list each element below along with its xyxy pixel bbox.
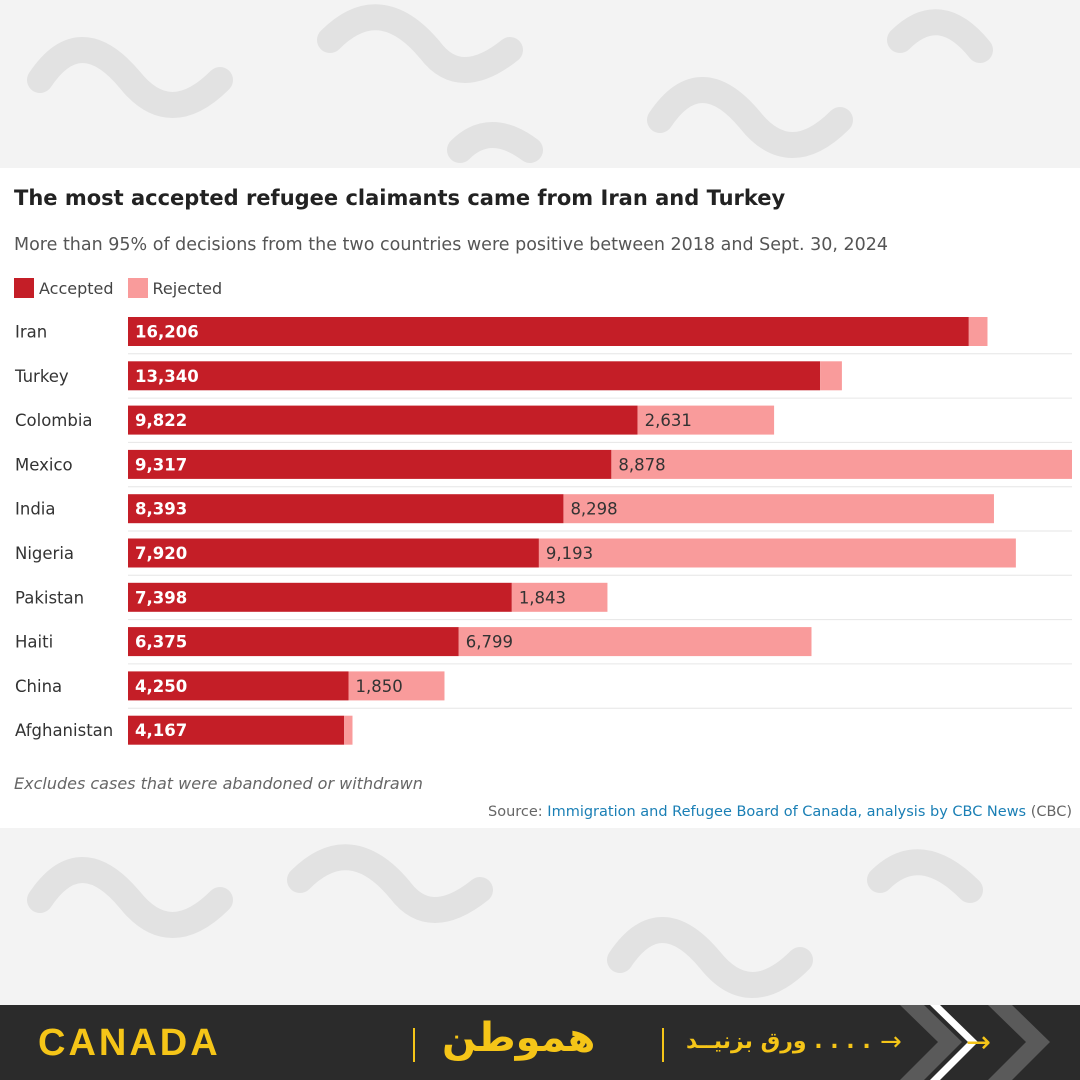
source-prefix: Source: [488,804,548,820]
chart-legend: Accepted Rejected [14,278,236,298]
bar-rejected [511,582,608,612]
chart-subtitle: More than 95% of decisions from the two … [14,235,889,255]
footer-brand-logo: هموطن [442,1015,596,1061]
bar-rejected [348,671,445,701]
chart-source: Source: Immigration and Refugee Board of… [488,804,1072,820]
source-suffix: (CBC) [1026,804,1072,820]
footer-divider-left [413,1028,415,1062]
category-label: China [15,677,62,696]
data-label-accepted: 7,398 [135,588,187,607]
chevron-right-icon[interactable] [890,1005,1070,1080]
data-label-accepted: 16,206 [135,323,199,342]
legend-item-accepted: Accepted [14,278,114,298]
bar-rejected [538,538,1016,568]
bar-accepted [128,715,345,745]
data-label-accepted: 9,822 [135,411,187,430]
bar-rejected [458,627,812,657]
category-label: Turkey [14,367,69,386]
bar-accepted [128,494,564,524]
footer-swipe-text[interactable]: ورق بزنیــد . . . . [686,1029,871,1054]
category-label: India [15,500,56,519]
arrow-right-icon[interactable]: → [880,1027,902,1057]
bar-accepted [128,361,821,391]
bar-accepted [128,582,512,612]
data-label-rejected: 1,843 [519,588,566,607]
data-label-rejected: 8,878 [618,455,665,474]
legend-swatch-rejected [127,278,148,298]
data-label-rejected: 8,298 [570,500,617,519]
legend-item-rejected: Rejected [127,278,223,298]
source-link[interactable]: Immigration and Refugee Board of Canada,… [547,804,1027,820]
data-label-rejected: 9,193 [546,544,593,563]
bar-accepted [128,449,612,479]
category-label: Nigeria [15,544,74,563]
bar-rejected [968,317,988,346]
data-label-rejected: 6,799 [466,633,513,652]
data-label-accepted: 13,340 [135,367,199,386]
chart-note: Excludes cases that were abandoned or wi… [14,774,423,793]
arrow-right-large-icon[interactable]: → [966,1025,992,1060]
bar-accepted [128,405,638,435]
data-label-rejected: 2,631 [645,411,692,430]
bar-accepted [128,538,539,568]
bar-rejected [637,405,775,435]
footer-country: CANADA [38,1022,221,1064]
legend-label-rejected: Rejected [152,278,223,298]
data-label-accepted: 9,317 [135,455,187,474]
bar-rejected [344,715,353,745]
category-label: Colombia [15,411,93,430]
bar-rejected [820,361,842,391]
chart-title: The most accepted refugee claimants came… [14,186,786,210]
chart-card: The most accepted refugee claimants came… [0,168,1080,828]
bar-chart: Iran 16,206 Turkey 13,340 Colombia 9,822 2,631… [14,317,1072,745]
bar-rejected [563,494,994,524]
data-label-accepted: 6,375 [135,633,187,652]
category-label: Iran [15,323,47,342]
footer-bar: CANADA هموطن ورق بزنیــد . . . . → → [0,1005,1080,1080]
data-label-accepted: 7,920 [135,544,187,563]
category-label: Pakistan [15,588,84,607]
legend-label-accepted: Accepted [39,278,114,298]
data-label-accepted: 8,393 [135,500,187,519]
bar-accepted [128,627,459,657]
category-label: Mexico [15,455,73,474]
data-label-rejected: 1,850 [356,677,403,696]
bar-rejected [611,449,1072,479]
data-label-accepted: 4,167 [135,721,187,740]
bar-accepted [128,317,969,346]
bar-accepted [128,671,349,701]
footer-divider-right [662,1028,664,1062]
category-label: Afghanistan [15,721,113,740]
data-label-accepted: 4,250 [135,677,187,696]
legend-swatch-accepted [14,278,34,298]
category-label: Haiti [15,633,53,652]
